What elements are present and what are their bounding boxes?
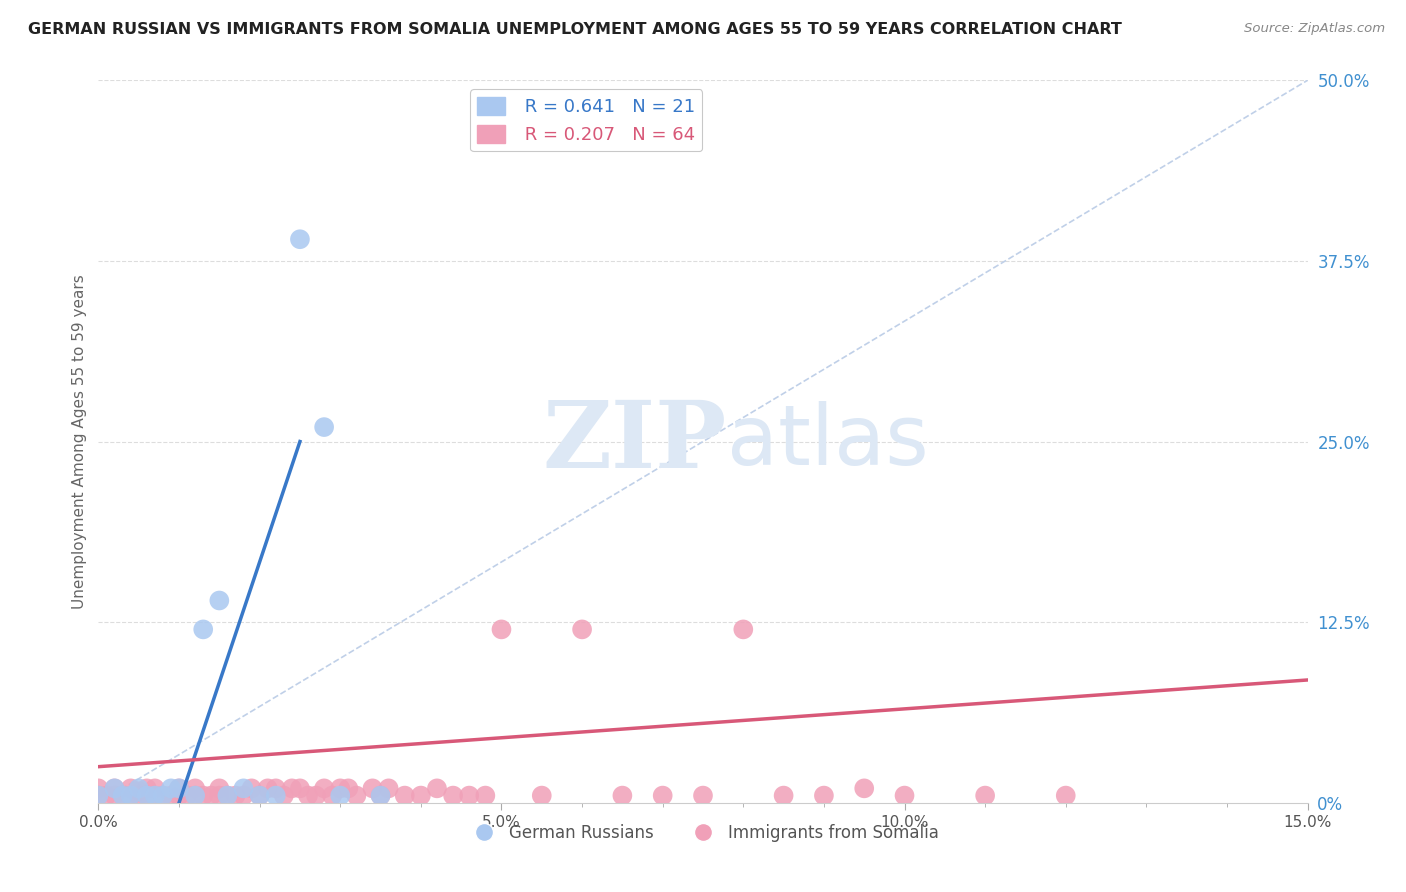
Point xyxy=(974,789,997,803)
Point xyxy=(288,232,311,246)
Point xyxy=(103,789,125,803)
Point xyxy=(344,789,367,803)
Point xyxy=(217,789,239,803)
Point xyxy=(184,781,207,796)
Point xyxy=(281,781,304,796)
Point xyxy=(184,789,207,803)
Point xyxy=(208,789,231,803)
Point xyxy=(224,789,246,803)
Point xyxy=(571,623,593,637)
Point xyxy=(329,781,352,796)
Point xyxy=(240,781,263,796)
Point xyxy=(143,781,166,796)
Point xyxy=(135,789,157,803)
Point xyxy=(120,789,142,803)
Point xyxy=(176,789,198,803)
Point xyxy=(200,789,222,803)
Point xyxy=(232,789,254,803)
Point xyxy=(893,789,915,803)
Point xyxy=(167,781,190,796)
Text: GERMAN RUSSIAN VS IMMIGRANTS FROM SOMALIA UNEMPLOYMENT AMONG AGES 55 TO 59 YEARS: GERMAN RUSSIAN VS IMMIGRANTS FROM SOMALI… xyxy=(28,22,1122,37)
Point xyxy=(111,789,134,803)
Point xyxy=(377,781,399,796)
Point xyxy=(337,781,360,796)
Point xyxy=(264,789,287,803)
Point xyxy=(111,789,134,803)
Legend: German Russians, Immigrants from Somalia: German Russians, Immigrants from Somalia xyxy=(460,817,946,848)
Point xyxy=(249,789,271,803)
Point xyxy=(458,789,481,803)
Point xyxy=(208,593,231,607)
Point xyxy=(103,781,125,796)
Point xyxy=(288,781,311,796)
Point xyxy=(273,789,295,803)
Point xyxy=(474,789,496,803)
Point xyxy=(167,781,190,796)
Point xyxy=(853,781,876,796)
Point xyxy=(426,781,449,796)
Point xyxy=(813,789,835,803)
Point xyxy=(249,789,271,803)
Point xyxy=(217,789,239,803)
Point xyxy=(193,623,215,637)
Point xyxy=(143,789,166,803)
Point xyxy=(128,784,150,798)
Point xyxy=(87,781,110,796)
Point xyxy=(491,623,513,637)
Point xyxy=(87,789,110,803)
Point xyxy=(441,789,464,803)
Point xyxy=(361,781,384,796)
Point xyxy=(264,781,287,796)
Point xyxy=(733,623,755,637)
Text: ZIP: ZIP xyxy=(543,397,727,486)
Point xyxy=(120,789,142,803)
Point xyxy=(651,789,673,803)
Point xyxy=(96,789,118,803)
Point xyxy=(232,781,254,796)
Point xyxy=(135,781,157,796)
Point xyxy=(394,789,416,803)
Point xyxy=(612,789,634,803)
Point xyxy=(103,781,125,796)
Point xyxy=(87,789,110,803)
Point xyxy=(256,781,278,796)
Point xyxy=(208,781,231,796)
Point xyxy=(1054,789,1077,803)
Point xyxy=(305,789,328,803)
Y-axis label: Unemployment Among Ages 55 to 59 years: Unemployment Among Ages 55 to 59 years xyxy=(72,274,87,609)
Point xyxy=(530,789,553,803)
Point xyxy=(370,789,392,803)
Text: atlas: atlas xyxy=(727,401,929,482)
Point xyxy=(370,789,392,803)
Point xyxy=(409,789,432,803)
Point xyxy=(297,789,319,803)
Point xyxy=(135,789,157,803)
Point xyxy=(143,789,166,803)
Point xyxy=(772,789,794,803)
Point xyxy=(160,781,183,796)
Point xyxy=(128,781,150,796)
Point xyxy=(160,789,183,803)
Point xyxy=(314,781,336,796)
Point xyxy=(184,789,207,803)
Point xyxy=(167,789,190,803)
Point xyxy=(152,789,174,803)
Point xyxy=(128,789,150,803)
Point xyxy=(314,420,336,434)
Point xyxy=(120,781,142,796)
Point xyxy=(329,789,352,803)
Point xyxy=(692,789,714,803)
Point xyxy=(152,789,174,803)
Point xyxy=(321,789,343,803)
Point xyxy=(193,789,215,803)
Text: Source: ZipAtlas.com: Source: ZipAtlas.com xyxy=(1244,22,1385,36)
